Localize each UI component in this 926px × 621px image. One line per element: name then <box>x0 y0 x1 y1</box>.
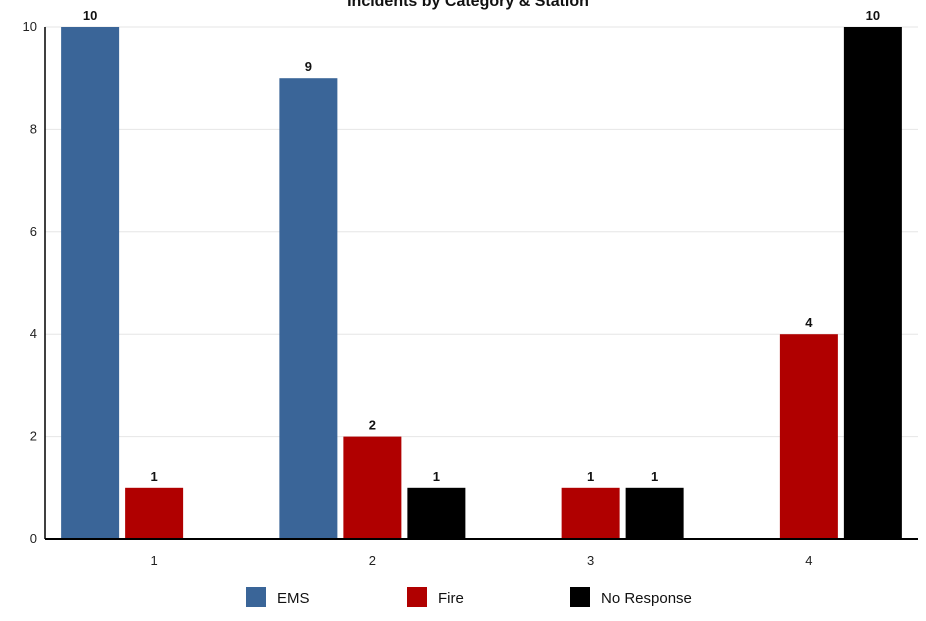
legend-swatch <box>570 587 590 607</box>
bars: 10 1 9 2 1 1 1 4 10 <box>61 8 902 539</box>
x-tick-label: 2 <box>369 553 376 568</box>
data-label: 10 <box>83 8 97 23</box>
y-tick-label: 6 <box>30 224 37 239</box>
bar-no-response <box>625 487 684 539</box>
bar-no-response <box>843 27 902 539</box>
x-axis: 1 2 3 4 <box>45 538 918 568</box>
bar-fire <box>779 334 838 539</box>
bar-no-response <box>407 487 466 539</box>
data-label: 1 <box>433 469 440 484</box>
data-label: 1 <box>151 469 158 484</box>
bar-fire <box>125 487 184 539</box>
legend-swatch <box>246 587 266 607</box>
gridlines <box>45 26 918 438</box>
bar-ems <box>279 78 338 539</box>
data-label: 9 <box>305 59 312 74</box>
y-tick-label: 0 <box>30 531 37 546</box>
data-label: 10 <box>866 8 880 23</box>
y-tick-label: 2 <box>30 429 37 444</box>
y-axis: 0 2 4 6 8 10 <box>23 19 46 546</box>
y-tick-label: 4 <box>30 326 37 341</box>
legend-label: Fire <box>438 590 464 607</box>
data-label: 4 <box>805 315 813 330</box>
bar-fire <box>561 487 620 539</box>
legend: EMS Fire No Response <box>246 587 692 607</box>
x-tick-label: 1 <box>151 553 158 568</box>
x-tick-label: 4 <box>805 553 812 568</box>
y-tick-label: 8 <box>30 121 37 136</box>
legend-swatch <box>407 587 427 607</box>
y-tick-label: 10 <box>23 19 37 34</box>
data-label: 1 <box>587 469 594 484</box>
bar-fire <box>343 436 402 539</box>
legend-label: EMS <box>277 590 310 607</box>
x-tick-label: 3 <box>587 553 594 568</box>
bar-ems <box>61 27 120 539</box>
data-label: 2 <box>369 418 376 433</box>
data-label: 1 <box>651 469 658 484</box>
legend-label: No Response <box>601 590 692 607</box>
chart-title: Incidents by Category & Station <box>347 0 589 10</box>
